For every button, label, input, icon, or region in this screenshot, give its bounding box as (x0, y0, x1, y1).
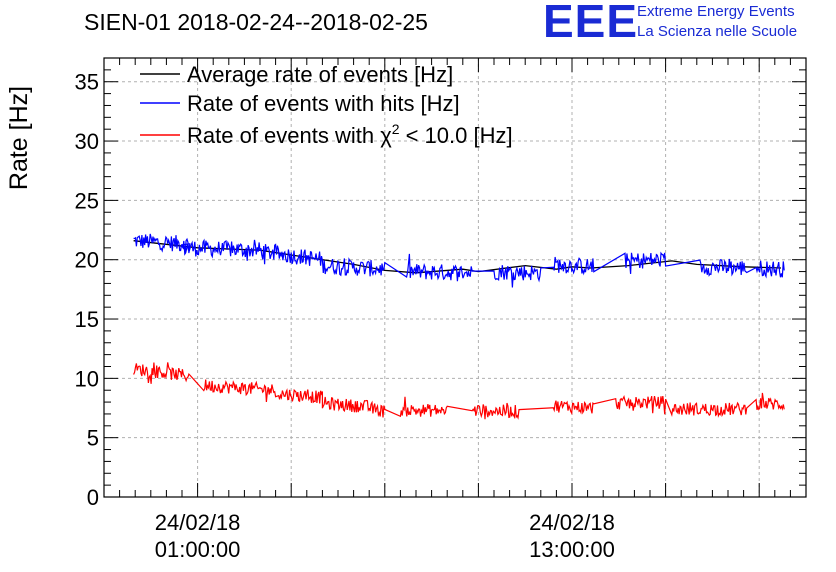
legend-label: Rate of events with hits [Hz] (187, 91, 460, 116)
legend-label: Rate of events with χ2 < 10.0 [Hz] (187, 121, 513, 148)
org-name-line2: La Scienza nelle Scuole (637, 23, 798, 40)
chi-superscript: 2 (392, 121, 400, 137)
series-layer (133, 233, 785, 420)
x-tick-label-date: 24/02/18 (155, 510, 241, 535)
eee-logo: EEE (543, 0, 639, 47)
series-hits-line (133, 233, 785, 288)
y-tick-label: 10 (75, 366, 99, 391)
legend-label-suffix: < 10.0 [Hz] (406, 123, 513, 148)
legend: Average rate of events [Hz] Rate of event… (140, 62, 513, 148)
x-tick-label-time: 13:00:00 (529, 537, 615, 562)
series-average-line (133, 240, 782, 274)
y-tick-label: 30 (75, 129, 99, 154)
axes: 0510152025303524/02/1801:00:0024/02/1813… (75, 57, 807, 562)
x-tick-label-date: 24/02/18 (529, 510, 615, 535)
y-tick-label: 35 (75, 70, 99, 95)
org-name-line1: Extreme Energy Events (637, 3, 795, 20)
series-chi2-line (133, 362, 785, 420)
chart-title: SIEN-01 2018-02-24--2018-02-25 (84, 9, 428, 35)
y-tick-label: 20 (75, 248, 99, 273)
plot-frame (103, 57, 807, 498)
chi-symbol: χ (380, 123, 392, 148)
y-axis-label: Rate [Hz] (5, 86, 33, 190)
y-tick-label: 5 (87, 426, 99, 451)
y-tick-label: 15 (75, 307, 99, 332)
x-tick-label-time: 01:00:00 (155, 537, 241, 562)
legend-label: Average rate of events [Hz] (187, 62, 453, 87)
y-tick-label: 25 (75, 188, 99, 213)
y-tick-label: 0 (87, 485, 99, 510)
